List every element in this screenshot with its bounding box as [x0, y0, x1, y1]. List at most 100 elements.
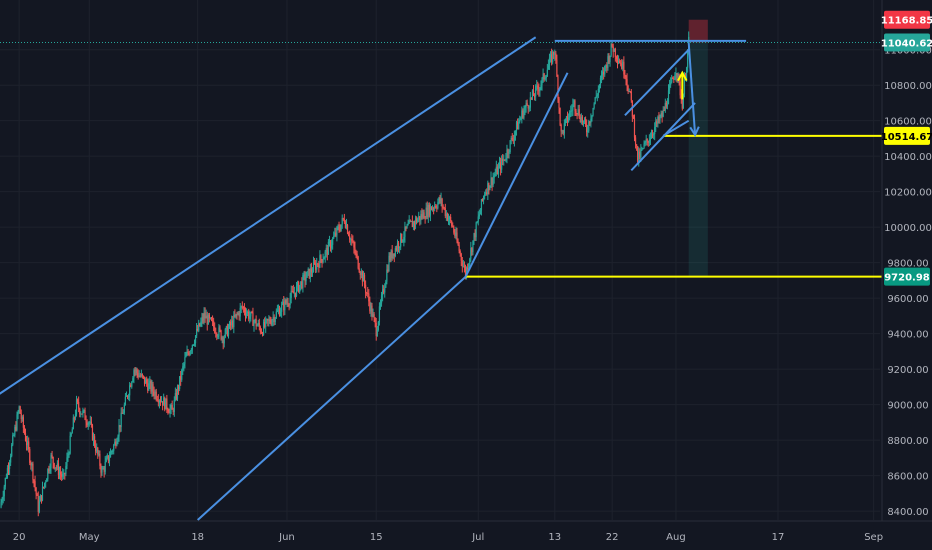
candle-body — [240, 306, 242, 308]
candle-body — [254, 319, 256, 322]
candle-body — [373, 314, 375, 319]
candle-body — [233, 315, 235, 328]
candle-body — [124, 396, 127, 405]
candle-body — [354, 247, 356, 254]
candle-body — [361, 271, 364, 282]
candle-body — [627, 85, 629, 92]
candle-body — [326, 247, 328, 255]
candle-body — [265, 319, 267, 327]
candle-body — [596, 95, 598, 97]
candle-body — [337, 226, 339, 228]
time-tick-label: 15 — [370, 532, 383, 543]
candle-body — [129, 385, 131, 396]
candle-body — [27, 441, 29, 446]
candle-body — [7, 468, 10, 470]
candle-body — [491, 177, 493, 185]
candle-body — [512, 139, 514, 141]
candle-body — [617, 61, 620, 63]
candle-body — [100, 465, 102, 473]
candle-body — [169, 408, 171, 414]
candle-body — [73, 417, 75, 419]
candle-body — [268, 319, 270, 321]
time-axis[interactable]: 20 May 18 Jun 15 Jul 13 22 Aug 17 Sep — [13, 532, 883, 543]
price-axis[interactable]: 8400.00 8600.00 8800.00 9000.00 9200.00 9400.… — [884, 46, 932, 518]
candle-body — [459, 250, 461, 254]
candle-body — [143, 376, 146, 384]
candle-body — [8, 462, 11, 469]
candle-body — [382, 289, 384, 296]
candle-body — [507, 149, 509, 154]
candle-body — [664, 102, 666, 111]
candle-body — [119, 425, 121, 428]
candle-body — [19, 406, 21, 414]
candle-body — [615, 56, 618, 60]
candle-body — [599, 77, 602, 85]
price-tick-label: 8600.00 — [887, 472, 928, 483]
candle-body — [183, 363, 185, 367]
candle-body — [114, 441, 116, 446]
candle-body — [580, 117, 582, 123]
trend-line — [0, 36, 537, 395]
candle-body — [42, 486, 45, 488]
candle-body — [498, 162, 501, 167]
candle-body — [107, 455, 110, 462]
candle-body — [590, 118, 592, 124]
candle-body — [185, 355, 187, 358]
candle-body — [659, 116, 661, 121]
candle-body — [257, 322, 259, 326]
candle-body — [23, 427, 26, 434]
candle-body — [389, 255, 391, 261]
candle-body — [526, 103, 528, 106]
candle-body — [305, 277, 307, 282]
candle-body — [243, 307, 246, 313]
candle-body — [238, 312, 240, 317]
candle-body — [455, 232, 457, 237]
candle-body — [95, 445, 97, 452]
candle-body — [234, 315, 236, 317]
candle-body — [368, 293, 370, 302]
candle-body — [561, 130, 563, 132]
candle-body — [222, 337, 224, 344]
candle-body — [70, 433, 72, 436]
candle-body — [536, 85, 538, 87]
candle-body — [279, 311, 282, 316]
price-tag — [884, 267, 930, 286]
candle-body — [165, 398, 167, 410]
candle-body — [509, 140, 511, 153]
candle-body — [138, 375, 140, 377]
candle-body — [226, 326, 229, 336]
candle-body — [162, 401, 164, 406]
candle-body — [112, 450, 114, 452]
candle-body — [516, 122, 519, 130]
candle-body — [139, 375, 141, 377]
arrow-head — [677, 70, 688, 82]
candle-body — [608, 56, 610, 63]
candle-body — [327, 241, 330, 255]
candle-body — [587, 130, 589, 133]
candle-body — [542, 73, 544, 79]
candle-body — [33, 479, 35, 482]
candle-body — [540, 84, 542, 88]
candle-body — [168, 411, 170, 414]
price-tags: 11168.85 11040.62 10514.67 9720.98 — [881, 10, 932, 286]
candle-body — [406, 225, 408, 229]
price-tick-label: 10600.00 — [884, 117, 932, 128]
trend-line — [624, 48, 690, 117]
candle-body — [460, 253, 462, 261]
price-tick-label: 10000.00 — [884, 223, 932, 234]
candle-body — [276, 310, 278, 312]
candle-body — [555, 53, 557, 60]
candle-body — [535, 86, 537, 97]
time-tick-label: May — [79, 532, 100, 543]
candle-body — [411, 221, 413, 228]
candle-body — [241, 306, 243, 308]
candle-body — [219, 327, 221, 331]
candle-body — [146, 379, 148, 384]
candle-body — [521, 110, 523, 118]
candle-body — [91, 425, 94, 440]
candle-body — [474, 233, 476, 238]
candle-body — [461, 260, 463, 267]
candle-body — [581, 117, 584, 123]
candle-body — [653, 134, 655, 136]
